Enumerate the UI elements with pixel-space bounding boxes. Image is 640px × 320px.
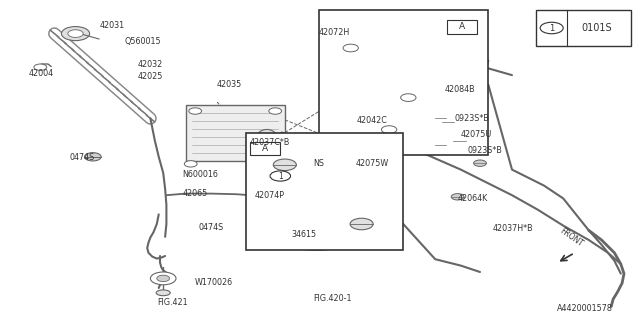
Circle shape: [68, 30, 83, 37]
Text: 42004: 42004: [29, 69, 54, 78]
Ellipse shape: [254, 130, 280, 157]
Text: A: A: [459, 22, 465, 31]
Circle shape: [451, 194, 464, 200]
Text: 42037C*B: 42037C*B: [250, 138, 290, 147]
Text: 0474S: 0474S: [69, 153, 94, 162]
Circle shape: [61, 27, 90, 41]
Text: 42065: 42065: [182, 189, 207, 198]
Circle shape: [442, 118, 454, 125]
Text: 1: 1: [549, 23, 554, 33]
Circle shape: [343, 44, 358, 52]
Circle shape: [157, 275, 170, 282]
Text: FRONT: FRONT: [558, 227, 585, 249]
Text: 42075U: 42075U: [461, 130, 492, 139]
Circle shape: [150, 272, 176, 285]
Text: 42037H*B: 42037H*B: [493, 224, 533, 233]
Text: Q560015: Q560015: [125, 37, 161, 46]
Text: 0474S: 0474S: [198, 223, 223, 232]
Bar: [447, 20, 477, 34]
Circle shape: [270, 171, 291, 181]
Ellipse shape: [156, 290, 170, 296]
Bar: [186, 105, 285, 161]
Text: 42032: 42032: [138, 60, 163, 68]
Text: 34615: 34615: [291, 230, 316, 239]
Circle shape: [273, 159, 296, 171]
Text: 42072H: 42072H: [319, 28, 350, 37]
Text: 42031: 42031: [99, 21, 124, 30]
Bar: [364, 59, 418, 117]
Circle shape: [189, 108, 202, 114]
Text: N600016: N600016: [182, 170, 218, 179]
Text: 0923S*B: 0923S*B: [467, 146, 502, 155]
Circle shape: [435, 142, 446, 148]
Text: 42075W: 42075W: [356, 159, 389, 168]
Circle shape: [34, 64, 47, 70]
Text: FIG.421: FIG.421: [157, 298, 188, 307]
Bar: [246, 133, 403, 250]
Text: 42035: 42035: [216, 80, 241, 89]
Circle shape: [474, 160, 486, 166]
Text: FIG.420-1: FIG.420-1: [314, 294, 352, 303]
Circle shape: [184, 161, 197, 167]
Text: W170026: W170026: [195, 278, 234, 287]
Bar: [332, 98, 367, 130]
Circle shape: [269, 108, 282, 114]
Bar: [250, 142, 280, 155]
Text: A: A: [262, 144, 268, 153]
Circle shape: [435, 115, 446, 121]
Text: 0923S*B: 0923S*B: [454, 114, 489, 123]
Text: A4420001578: A4420001578: [557, 304, 612, 313]
Text: 42042C: 42042C: [357, 116, 388, 125]
Text: 42064K: 42064K: [458, 194, 488, 203]
Circle shape: [453, 138, 466, 144]
Circle shape: [84, 153, 101, 161]
Circle shape: [381, 126, 397, 133]
Circle shape: [291, 173, 301, 179]
Bar: [319, 10, 488, 155]
Text: 42084B: 42084B: [445, 85, 476, 94]
Text: 42025: 42025: [138, 72, 163, 81]
Circle shape: [401, 94, 416, 101]
Circle shape: [445, 131, 455, 136]
Circle shape: [540, 22, 563, 34]
Text: 0101S: 0101S: [582, 23, 612, 33]
Text: 1: 1: [278, 172, 283, 180]
Text: 42074P: 42074P: [255, 191, 285, 200]
Text: NS: NS: [314, 159, 324, 168]
Bar: [536, 10, 631, 46]
Bar: [293, 133, 369, 166]
Circle shape: [350, 218, 373, 230]
